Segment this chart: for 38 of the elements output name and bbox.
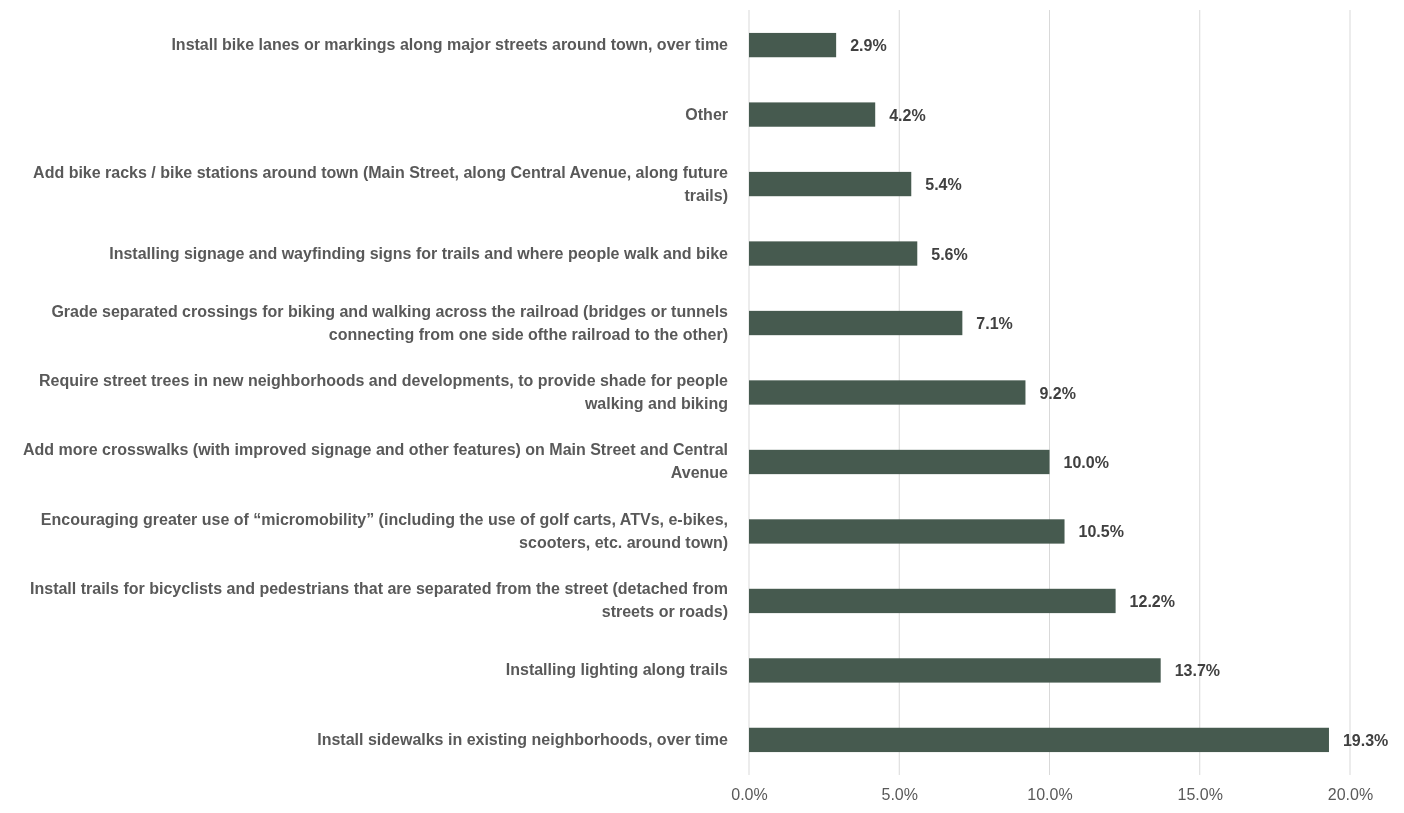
data-label: 4.2% bbox=[889, 106, 926, 124]
bar bbox=[749, 241, 918, 266]
bar bbox=[749, 102, 876, 127]
bar bbox=[749, 658, 1161, 683]
y-tick-label: Install bike lanes or markings along major streets around town, over time bbox=[171, 36, 729, 54]
bar bbox=[749, 519, 1065, 544]
y-tick-label: Encouraging greater use of “micromobility” (including the use of golf carts, ATVs, e-bikes, scooters, etc. around town) bbox=[40, 510, 728, 551]
x-tick-label: 20.0% bbox=[1327, 786, 1374, 804]
bar bbox=[749, 380, 1026, 405]
bar bbox=[749, 449, 1050, 475]
y-tick-label: Install sidewalks in existing neighborhoods, over time bbox=[317, 730, 729, 748]
data-label: 9.2% bbox=[1039, 384, 1076, 402]
bar bbox=[749, 32, 837, 58]
y-tick-label: Install trails for bicyclists and pedestrians that are separated from the street (detached from streets or roads) bbox=[30, 580, 728, 621]
data-label: 5.6% bbox=[931, 245, 968, 263]
y-tick-label: Installing lighting along trails bbox=[505, 661, 729, 679]
x-tick-label: 15.0% bbox=[1177, 786, 1223, 804]
data-label: 10.0% bbox=[1063, 453, 1109, 471]
x-tick-label: 10.0% bbox=[1027, 786, 1073, 804]
data-label: 10.5% bbox=[1078, 523, 1124, 541]
data-label: 12.2% bbox=[1129, 592, 1175, 610]
x-tick-label: 5.0% bbox=[881, 786, 918, 804]
y-tick-label: Installing signage and wayfinding signs for trails and where people walk and bike bbox=[109, 244, 729, 262]
y-tick-label: Require street trees in new neighborhoods and developments, to provide shade for people walking and biking bbox=[38, 372, 729, 412]
bar bbox=[749, 588, 1116, 614]
y-tick-label: Grade separated crossings for biking and walking across the railroad (bridges or tunnels connecting from one side ofthe railroad to the other) bbox=[51, 302, 729, 343]
x-tick-label: 0.0% bbox=[731, 786, 768, 804]
y-tick-label: Add bike racks / bike stations around town (Main Street, along Central Avenue, along future trails) bbox=[33, 163, 729, 204]
data-label: 19.3% bbox=[1342, 731, 1389, 749]
bar bbox=[749, 310, 963, 336]
data-label: 7.1% bbox=[976, 315, 1013, 333]
y-tick-label: Other bbox=[685, 105, 728, 123]
bar bbox=[749, 171, 912, 197]
y-tick-label: Add more crosswalks (with improved signage and other features) on Main Street and Central Avenue bbox=[22, 441, 729, 482]
data-label: 13.7% bbox=[1174, 662, 1221, 680]
data-label: 5.4% bbox=[925, 176, 962, 194]
bar bbox=[749, 727, 1329, 753]
data-label: 2.9% bbox=[850, 37, 887, 55]
